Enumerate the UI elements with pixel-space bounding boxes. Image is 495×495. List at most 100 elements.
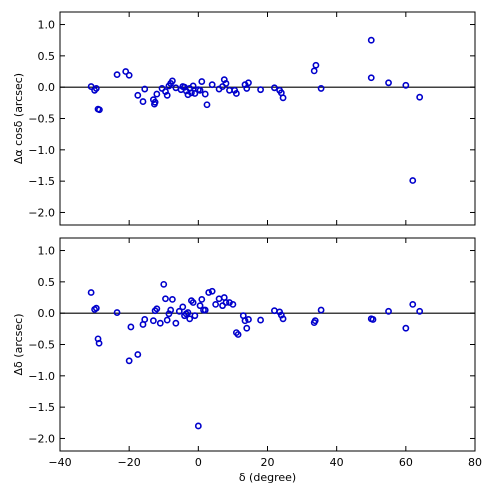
data-point (203, 101, 211, 109)
data-point (141, 316, 149, 323)
data-point (134, 91, 142, 99)
data-point (151, 98, 159, 106)
x-tick-label: 80 (468, 456, 482, 469)
y-tick-label: −1.0 (28, 144, 55, 157)
data-point (92, 85, 100, 92)
data-point (245, 316, 252, 323)
data-point (95, 339, 103, 347)
data-point (310, 67, 318, 75)
data-point (87, 289, 95, 296)
data-point (153, 90, 161, 98)
data-point (402, 324, 410, 332)
data-point (175, 307, 183, 315)
y-tick-label: −2.0 (28, 432, 55, 445)
data-point (279, 315, 287, 323)
data-point (234, 331, 242, 338)
data-point (162, 295, 169, 303)
data-point (113, 309, 121, 316)
y-tick-label: 0.0 (38, 81, 56, 94)
data-point (186, 315, 194, 323)
y-axis-label: Δα cosδ (arcsec) (12, 73, 25, 164)
data-point (134, 351, 142, 358)
data-point (92, 304, 100, 312)
data-point (168, 295, 176, 303)
top-panel-delta-alpha: 1.0 0.5 0.0 −0.5 −1.0 −1.5 −2.0 Δα cosδ (arcsec… (12, 11, 476, 226)
data-point (168, 77, 176, 85)
data-point (279, 94, 287, 102)
data-point (160, 280, 168, 288)
data-point (312, 61, 320, 69)
data-point (367, 36, 375, 44)
data-point (196, 86, 204, 94)
y-tick-label: 0.0 (38, 307, 56, 320)
y-tick-label: −0.5 (28, 113, 55, 126)
data-point (127, 323, 135, 331)
data-point (153, 305, 161, 313)
y-tick-label: −2.0 (28, 206, 55, 219)
data-point (167, 306, 175, 314)
data-point (198, 295, 206, 303)
data-point (191, 312, 199, 320)
data-point (189, 299, 197, 306)
y-axis-label: Δδ (arcsec) (12, 314, 25, 376)
data-point (208, 287, 216, 295)
data-point (201, 90, 209, 98)
data-point (369, 316, 377, 323)
data-point (163, 91, 171, 99)
data-point (113, 71, 121, 79)
data-point (141, 85, 149, 93)
y-tick-label: −1.0 (28, 370, 55, 383)
data-point (317, 85, 325, 92)
data-point (222, 80, 230, 87)
y-tick-label: 1.0 (38, 19, 56, 32)
plot-frame (59, 237, 476, 452)
data-point (212, 301, 220, 308)
data-point (125, 71, 133, 79)
data-point (317, 306, 325, 314)
data-point (271, 307, 278, 315)
y-tick-label: 0.5 (38, 50, 56, 63)
x-tick-label: 0 (195, 456, 202, 469)
y-tick-label: 0.5 (38, 276, 56, 289)
data-point (149, 317, 157, 325)
y-tick-label: −1.5 (28, 401, 55, 414)
data-point (416, 307, 424, 315)
x-axis-label: δ (degree) (239, 471, 296, 484)
y-tick-label: −1.5 (28, 175, 55, 188)
x-tick-label: 20 (261, 456, 275, 469)
data-point (243, 324, 251, 332)
data-point (257, 86, 264, 94)
data-point (385, 79, 392, 87)
data-point (191, 90, 199, 97)
data-point (156, 319, 164, 327)
x-tick-label: 60 (399, 456, 413, 469)
data-point (189, 82, 197, 90)
data-point (196, 302, 204, 310)
data-point (311, 317, 319, 325)
data-point (201, 306, 209, 314)
data-point (139, 98, 147, 105)
data-point (229, 301, 237, 308)
y-tick-label: −0.5 (28, 339, 55, 352)
data-point (257, 316, 264, 324)
data-point (222, 299, 230, 306)
data-point (245, 79, 252, 87)
data-point (184, 309, 192, 316)
data-point (416, 93, 424, 101)
data-point (215, 295, 223, 303)
data-point (188, 89, 195, 97)
plot-frame (59, 11, 476, 226)
data-point (205, 289, 213, 296)
data-point (96, 106, 103, 114)
data-point (172, 319, 180, 327)
data-point (232, 90, 240, 97)
x-tick-label: 40 (330, 456, 344, 469)
data-point (208, 81, 216, 89)
data-point (367, 74, 375, 82)
data-point (179, 303, 187, 311)
data-point (271, 84, 278, 92)
data-point (122, 68, 130, 75)
data-point (163, 316, 171, 324)
data-point (409, 301, 417, 308)
